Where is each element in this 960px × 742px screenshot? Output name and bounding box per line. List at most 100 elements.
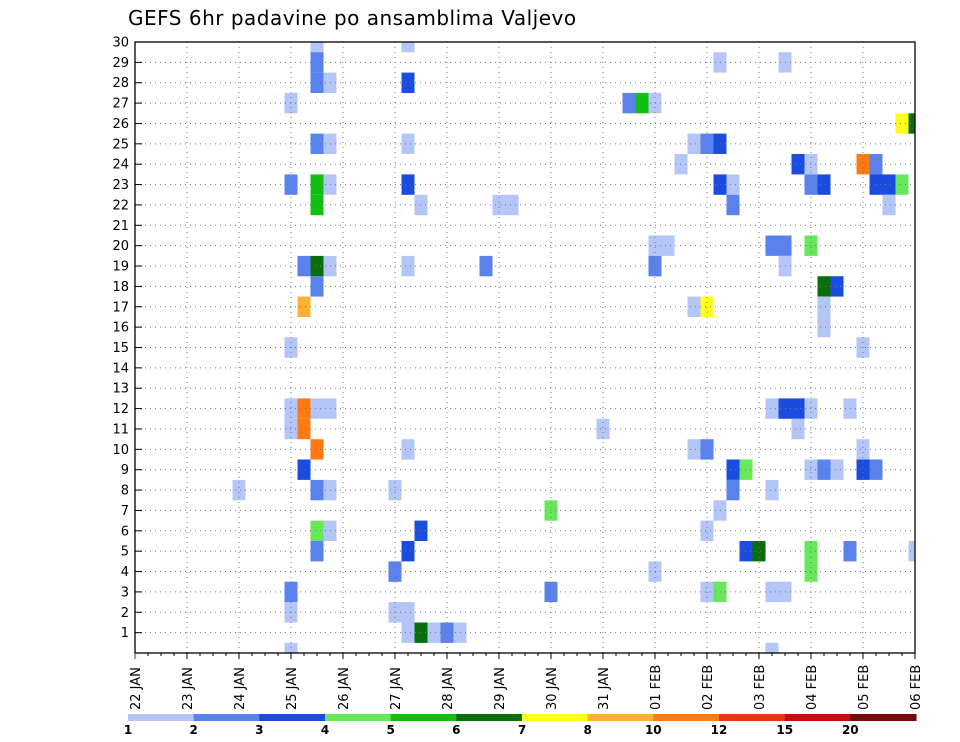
precip-cell <box>232 479 246 501</box>
y-tick-label: 3 <box>121 585 129 600</box>
axis-layer: 1234567891011121314151617181920212223242… <box>112 36 924 711</box>
precip-cell <box>882 194 896 216</box>
precip-cell <box>310 479 324 501</box>
y-tick-label: 30 <box>112 36 129 51</box>
x-tick-label: 27 JAN <box>389 667 404 710</box>
colorbar-swatch <box>390 714 457 721</box>
colorbar-swatch <box>587 714 654 721</box>
precip-cell <box>661 235 675 256</box>
precip-cell <box>297 255 311 277</box>
cells-layer <box>232 42 915 653</box>
precip-cell <box>817 174 831 195</box>
colorbar-label: 10 <box>645 723 662 737</box>
y-tick-label: 10 <box>112 443 129 458</box>
colorbar-swatch <box>850 714 917 721</box>
y-tick-label: 4 <box>121 565 129 580</box>
precip-cell <box>310 52 324 73</box>
y-tick-label: 5 <box>121 545 129 560</box>
colorbar-label: 15 <box>776 723 793 737</box>
x-tick-label: 22 JAN <box>129 667 144 710</box>
x-tick-label: 06 FEB <box>909 665 924 710</box>
y-tick-label: 23 <box>112 178 129 193</box>
y-tick-label: 21 <box>112 219 129 234</box>
precip-cell <box>791 154 805 175</box>
colorbar-swatch <box>325 714 392 721</box>
precip-cell <box>895 174 909 195</box>
precip-cell <box>401 255 415 277</box>
y-tick-label: 9 <box>121 463 129 478</box>
precip-cell <box>401 174 415 195</box>
precip-cell <box>401 541 415 562</box>
precip-cell <box>830 459 844 480</box>
precip-cell <box>401 72 415 93</box>
colorbar-label: 4 <box>321 723 329 737</box>
precip-cell <box>700 296 714 317</box>
colorbar-swatch <box>193 714 260 721</box>
precip-cell <box>310 255 324 277</box>
precip-cell <box>856 154 870 175</box>
precip-cell <box>817 316 831 338</box>
colorbar-swatch <box>522 714 589 721</box>
y-tick-label: 29 <box>112 56 129 71</box>
colorbar-label: 20 <box>842 723 859 737</box>
precip-cell <box>310 541 324 562</box>
y-tick-label: 20 <box>112 239 129 254</box>
y-tick-label: 15 <box>112 341 129 356</box>
precip-cell <box>596 418 610 440</box>
x-tick-label: 02 FEB <box>701 665 716 710</box>
y-tick-label: 2 <box>121 606 129 621</box>
precip-cell <box>700 581 714 603</box>
precip-cell <box>882 174 896 195</box>
precip-cell <box>817 459 831 480</box>
precip-cell <box>765 398 779 419</box>
precip-cell <box>700 520 714 541</box>
precip-cell <box>401 602 415 623</box>
precip-cell <box>310 133 324 154</box>
colorbar-swatch <box>784 714 851 721</box>
x-tick-label: 29 JAN <box>493 667 508 710</box>
x-tick-label: 05 FEB <box>857 665 872 710</box>
precip-cell <box>791 398 805 419</box>
precip-cell <box>622 92 636 114</box>
colorbar-swatch <box>719 714 786 721</box>
precip-cell <box>505 194 519 216</box>
precip-cell <box>687 133 701 154</box>
precip-cell <box>856 439 870 460</box>
x-tick-label: 01 FEB <box>649 665 664 710</box>
precip-cell <box>856 459 870 480</box>
precip-cell <box>310 72 324 93</box>
x-tick-label: 28 JAN <box>441 667 456 710</box>
precip-cell <box>297 398 311 419</box>
y-tick-label: 7 <box>121 504 129 519</box>
precip-cell <box>687 296 701 317</box>
colorbar-label: 1 <box>124 723 132 737</box>
precip-cell <box>752 541 766 562</box>
x-tick-label: 25 JAN <box>285 667 300 710</box>
precip-cell <box>297 418 311 440</box>
precip-cell <box>635 92 649 114</box>
colorbar: 1 2 3 4 5 6 7 8 10 12 15 20 <box>124 714 917 737</box>
colorbar-label: 8 <box>584 723 592 737</box>
precip-cell <box>817 276 831 297</box>
colorbar-label: 12 <box>711 723 728 737</box>
precip-cell <box>726 459 740 480</box>
y-tick-label: 16 <box>112 321 129 336</box>
y-tick-label: 11 <box>112 422 129 437</box>
precip-cell <box>310 42 324 53</box>
y-tick-label: 13 <box>112 382 129 397</box>
precip-cell <box>310 174 324 195</box>
y-tick-label: 17 <box>112 300 129 315</box>
precip-cell <box>401 42 415 53</box>
precip-cell <box>297 296 311 317</box>
precip-cell <box>830 276 844 297</box>
y-tick-label: 18 <box>112 280 129 295</box>
precip-cell <box>297 459 311 480</box>
x-tick-label: 31 JAN <box>597 667 612 710</box>
precip-cell <box>310 276 324 297</box>
colorbar-label: 3 <box>255 723 263 737</box>
y-tick-label: 25 <box>112 137 129 152</box>
precip-cell <box>401 622 415 643</box>
y-tick-label: 22 <box>112 198 129 213</box>
precip-cell <box>310 194 324 216</box>
